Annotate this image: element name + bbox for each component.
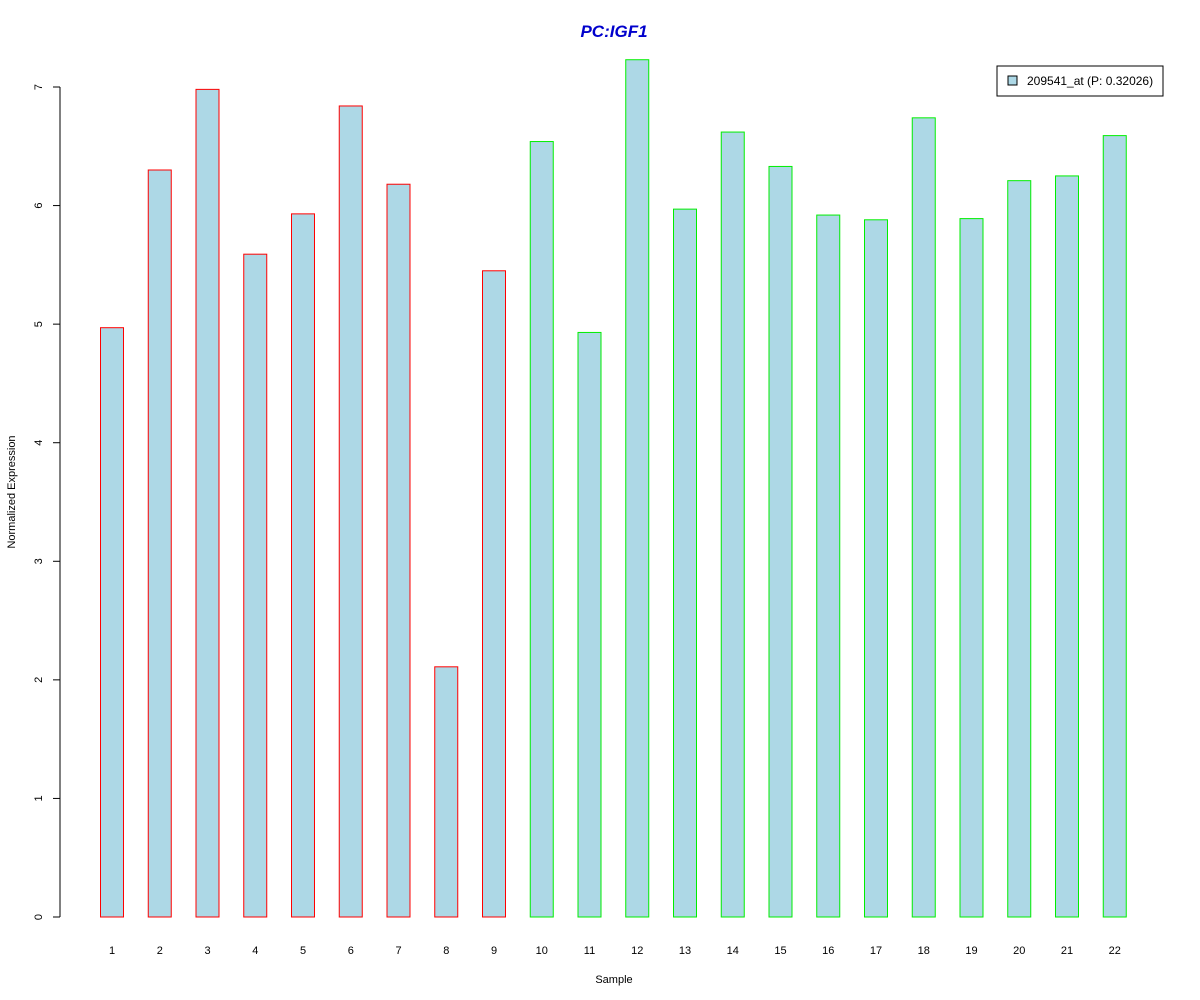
bar bbox=[100, 327, 124, 918]
bar bbox=[625, 59, 650, 918]
y-axis: 0 1 2 3 4 5 6 7 bbox=[33, 84, 61, 920]
y-tick-label: 3 bbox=[33, 558, 45, 564]
y-tick-label: 1 bbox=[33, 795, 45, 801]
bar bbox=[195, 88, 220, 918]
bar bbox=[768, 165, 793, 918]
x-tick-label: 20 bbox=[1013, 945, 1025, 957]
bar bbox=[864, 219, 888, 918]
x-tick-label: 18 bbox=[918, 945, 930, 957]
bar bbox=[911, 117, 936, 918]
y-tick-label: 0 bbox=[33, 914, 45, 920]
bar bbox=[720, 131, 745, 918]
bar bbox=[673, 208, 697, 918]
bar bbox=[577, 331, 602, 918]
legend-label: 209541_at (P: 0.32026) bbox=[1027, 74, 1153, 88]
x-axis-label: Sample bbox=[595, 974, 632, 986]
x-tick-label: 15 bbox=[774, 945, 786, 957]
bar bbox=[338, 105, 363, 918]
x-tick-label: 17 bbox=[870, 945, 882, 957]
x-tick-label: 13 bbox=[679, 945, 691, 957]
x-tick-label: 10 bbox=[536, 945, 548, 957]
x-tick-label: 16 bbox=[822, 945, 834, 957]
x-tick-label: 6 bbox=[348, 945, 354, 957]
y-tick-label: 2 bbox=[33, 677, 45, 683]
bar bbox=[529, 141, 554, 918]
y-axis-label: Normalized Expression bbox=[6, 435, 18, 548]
y-tick-label: 7 bbox=[33, 84, 45, 90]
legend-swatch bbox=[1007, 75, 1018, 86]
x-tick-label: 3 bbox=[204, 945, 210, 957]
y-tick-label: 6 bbox=[33, 203, 45, 209]
x-tick-label: 14 bbox=[727, 945, 739, 957]
bar bbox=[1055, 175, 1079, 918]
x-tick-label: 1 bbox=[109, 945, 115, 957]
x-tick-labels: 1 2 3 4 5 6 7 8 9 10 11 12 13 14 15 16 17 18 19 20 21 22 bbox=[109, 945, 1121, 957]
bar bbox=[243, 253, 268, 918]
bar bbox=[147, 169, 172, 918]
x-tick-label: 7 bbox=[395, 945, 401, 957]
x-tick-label: 2 bbox=[157, 945, 163, 957]
x-tick-label: 9 bbox=[491, 945, 497, 957]
bar bbox=[482, 270, 506, 918]
x-tick-label: 4 bbox=[252, 945, 258, 957]
bar bbox=[291, 213, 315, 918]
x-tick-label: 19 bbox=[965, 945, 977, 957]
x-tick-label: 8 bbox=[443, 945, 449, 957]
x-tick-label: 5 bbox=[300, 945, 306, 957]
y-tick-label: 4 bbox=[33, 440, 45, 446]
legend-box bbox=[996, 65, 1164, 97]
y-tick-label: 5 bbox=[33, 321, 45, 327]
x-tick-label: 21 bbox=[1061, 945, 1073, 957]
chart-title: PC:IGF1 bbox=[580, 22, 647, 41]
legend: 209541_at (P: 0.32026) bbox=[996, 65, 1164, 97]
bar bbox=[1102, 135, 1127, 918]
bar bbox=[816, 214, 841, 918]
x-tick-label: 11 bbox=[584, 945, 595, 957]
bar bbox=[1007, 180, 1032, 918]
x-tick-label: 12 bbox=[631, 945, 643, 957]
plot-bars bbox=[100, 59, 1127, 918]
bar bbox=[959, 218, 984, 918]
bar bbox=[386, 183, 411, 918]
bar bbox=[434, 666, 459, 918]
x-tick-label: 22 bbox=[1109, 945, 1121, 957]
